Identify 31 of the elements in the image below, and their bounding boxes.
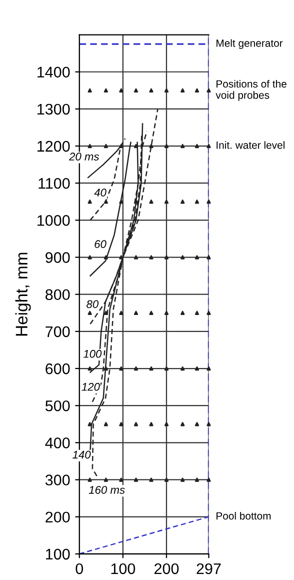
annotation: 100: [83, 350, 102, 358]
x-tick-label: 297: [196, 563, 221, 574]
annotation: 60: [94, 240, 106, 248]
annotation: 80: [86, 300, 99, 308]
y-tick-label: 700: [46, 326, 70, 338]
y-tick-label: 1100: [38, 178, 70, 189]
annotation: 40: [94, 188, 106, 196]
annotation: 140: [72, 450, 91, 459]
y-axis-title: Height, mm: [15, 252, 31, 336]
annotation: Positions of the void probes: [216, 80, 286, 101]
y-tick-label: 300: [45, 474, 70, 486]
x-tick-label: 100: [111, 563, 136, 574]
x-tick-label: 0: [76, 563, 84, 574]
y-tick-label: 400: [45, 438, 70, 448]
annotation: 160 ms: [88, 486, 125, 494]
y-tick-label: 1400: [38, 66, 70, 78]
y-tick-label: 1300: [38, 104, 70, 115]
x-tick-label: 200: [154, 563, 179, 574]
ref-line-label: Melt generator: [216, 39, 283, 49]
annotation: Init. water level: [216, 141, 284, 149]
y-tick-label: 100: [46, 548, 70, 560]
y-tick-label: 1000: [38, 215, 70, 226]
y-tick-label: 800: [46, 289, 70, 300]
y-tick-label: 600: [46, 363, 70, 374]
y-tick-label: 1200: [38, 140, 70, 152]
annotation: Pool bottom: [216, 512, 271, 520]
annotation: 120: [82, 382, 100, 391]
y-tick-label: 500: [45, 400, 70, 412]
y-tick-label: 900: [46, 252, 70, 263]
annotation: 20 ms: [68, 152, 100, 161]
y-tick-label: 200: [46, 512, 70, 523]
